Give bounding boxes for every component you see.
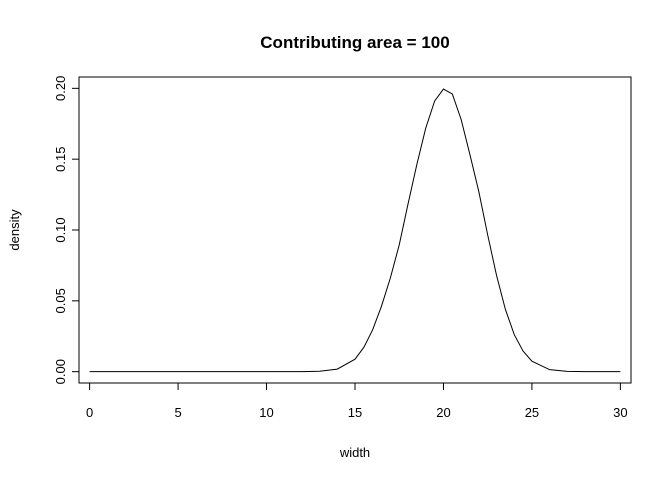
y-tick-label: 0.15 bbox=[53, 147, 68, 172]
y-tick-label: 0.05 bbox=[53, 288, 68, 313]
x-tick-label: 0 bbox=[86, 405, 93, 420]
x-tick-label: 10 bbox=[259, 405, 273, 420]
y-axis: 0.00 0.05 0.10 0.15 0.20 bbox=[53, 76, 80, 384]
density-curve-line bbox=[89, 88, 621, 373]
plot-frame bbox=[78, 76, 632, 384]
y-tick-label: 0.20 bbox=[53, 76, 68, 101]
x-axis-label: width bbox=[339, 445, 370, 460]
x-tick-label: 20 bbox=[436, 405, 450, 420]
y-tick-label: 0.00 bbox=[53, 359, 68, 384]
x-tick-label: 5 bbox=[174, 405, 181, 420]
x-axis: 0 5 10 15 20 25 30 bbox=[86, 382, 628, 420]
y-tick-label: 0.10 bbox=[53, 217, 68, 242]
x-tick-label: 15 bbox=[348, 405, 362, 420]
y-axis-label: density bbox=[7, 209, 22, 251]
x-tick-label: 30 bbox=[613, 405, 627, 420]
chart-title: Contributing area = 100 bbox=[260, 33, 449, 52]
x-tick-label: 25 bbox=[525, 405, 539, 420]
